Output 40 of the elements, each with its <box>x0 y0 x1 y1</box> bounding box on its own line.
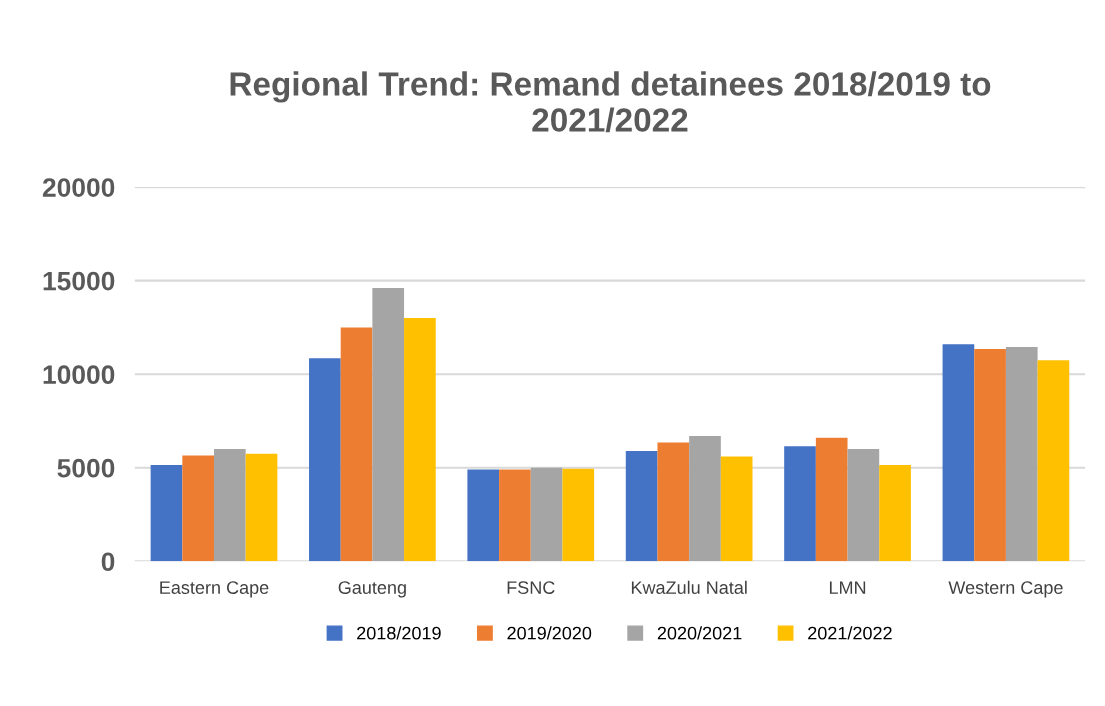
bar <box>150 464 183 562</box>
bar <box>815 437 848 562</box>
legend-label: 2018/2019 <box>357 626 441 640</box>
bar <box>657 442 690 562</box>
legend-label: 2019/2020 <box>507 626 592 640</box>
bar <box>625 450 658 562</box>
y-tick-label: 5000 <box>57 458 115 478</box>
chart-title: Regional Trend: Remand detainees 2018/2019 to 2021/2022 <box>230 71 991 133</box>
x-tick-label: LMN <box>829 581 866 594</box>
x-tick-label: KwaZulu Natal <box>631 580 747 594</box>
bar <box>847 449 880 562</box>
x-tick-label: Western Cape <box>948 581 1063 598</box>
bar <box>245 453 278 562</box>
bar <box>974 348 1006 562</box>
bar <box>942 344 975 562</box>
x-tick-label: FSNC <box>507 581 555 594</box>
y-tick-label: 10000 <box>43 365 115 384</box>
x-tick-label: Gauteng <box>338 581 406 598</box>
bar <box>784 446 816 562</box>
legend-label: 2021/2022 <box>808 626 892 640</box>
bar <box>499 469 531 562</box>
bar <box>689 435 721 562</box>
bar <box>530 467 563 562</box>
y-tick-label: 0 <box>101 552 115 572</box>
bar <box>182 455 214 562</box>
bar <box>372 288 405 562</box>
bar <box>340 327 373 562</box>
bar <box>720 456 753 562</box>
x-tick-label: Eastern Cape <box>160 581 269 598</box>
bar <box>467 469 500 562</box>
bar <box>1005 347 1038 562</box>
bar <box>404 318 436 562</box>
bar <box>214 449 246 562</box>
legend-label: 2020/2021 <box>657 626 742 640</box>
y-tick-label: 20000 <box>42 178 115 197</box>
bar <box>309 358 341 562</box>
bar <box>879 464 911 562</box>
y-tick-label: 15000 <box>43 271 115 291</box>
bar <box>1037 360 1070 562</box>
bar <box>562 468 595 562</box>
